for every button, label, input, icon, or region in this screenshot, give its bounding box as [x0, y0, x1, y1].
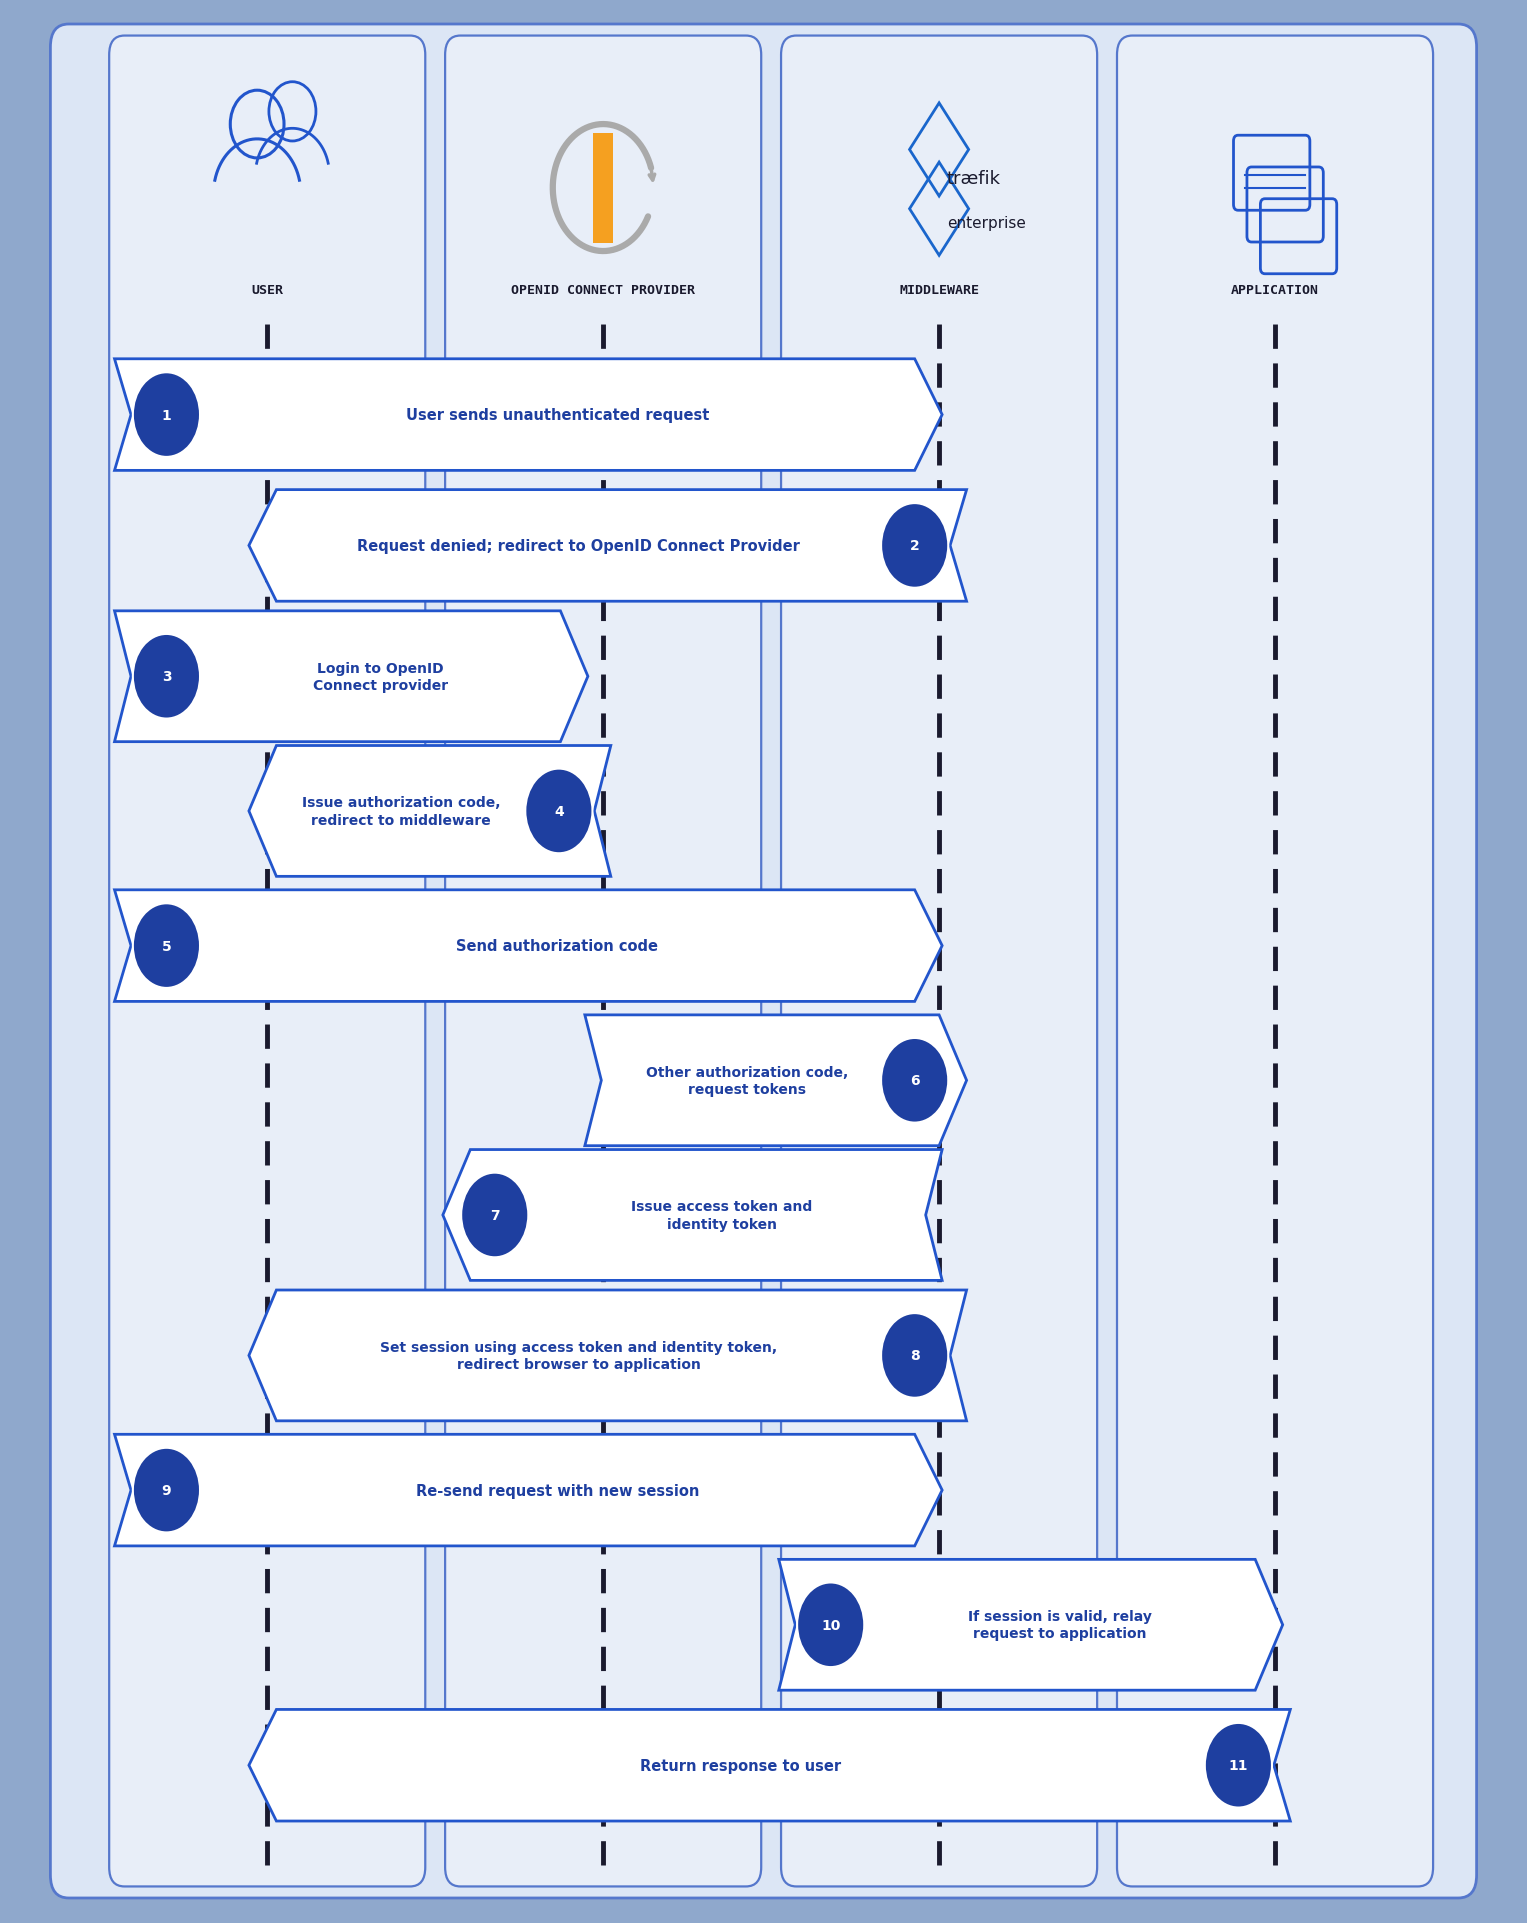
- Text: 1: 1: [162, 408, 171, 423]
- FancyBboxPatch shape: [780, 37, 1096, 1886]
- Circle shape: [881, 504, 948, 588]
- Circle shape: [525, 769, 592, 854]
- Circle shape: [881, 1038, 948, 1123]
- Text: 2: 2: [910, 538, 919, 554]
- FancyBboxPatch shape: [446, 37, 760, 1886]
- Polygon shape: [115, 890, 942, 1002]
- Text: 6: 6: [910, 1073, 919, 1088]
- Text: 9: 9: [162, 1483, 171, 1498]
- Text: Re-send request with new session: Re-send request with new session: [415, 1483, 699, 1498]
- Text: træfik: træfik: [947, 169, 1000, 188]
- Text: Set session using access token and identity token,
redirect browser to applicati: Set session using access token and ident…: [380, 1340, 777, 1371]
- Polygon shape: [115, 360, 942, 471]
- Polygon shape: [115, 1435, 942, 1546]
- Bar: [592, 133, 614, 244]
- Polygon shape: [585, 1015, 967, 1146]
- Circle shape: [133, 373, 200, 458]
- Text: 4: 4: [554, 804, 563, 819]
- Text: MIDDLEWARE: MIDDLEWARE: [899, 285, 979, 296]
- Text: Issue authorization code,
redirect to middleware: Issue authorization code, redirect to mi…: [302, 796, 499, 827]
- Text: User sends unauthenticated request: User sends unauthenticated request: [406, 408, 709, 423]
- Polygon shape: [249, 1290, 967, 1421]
- Polygon shape: [115, 612, 588, 742]
- Text: Other authorization code,
request tokens: Other authorization code, request tokens: [646, 1065, 847, 1096]
- Circle shape: [133, 635, 200, 719]
- Text: 3: 3: [162, 669, 171, 685]
- Text: 8: 8: [910, 1348, 919, 1363]
- Polygon shape: [779, 1560, 1283, 1690]
- Text: If session is valid, relay
request to application: If session is valid, relay request to ap…: [968, 1610, 1151, 1640]
- Text: enterprise: enterprise: [947, 215, 1026, 231]
- Circle shape: [797, 1583, 864, 1667]
- Text: Return response to user: Return response to user: [640, 1758, 841, 1773]
- FancyBboxPatch shape: [50, 25, 1477, 1898]
- Text: 5: 5: [162, 938, 171, 954]
- Text: USER: USER: [252, 285, 282, 296]
- Circle shape: [133, 904, 200, 988]
- Circle shape: [1205, 1723, 1272, 1808]
- Text: 10: 10: [822, 1617, 840, 1633]
- Circle shape: [881, 1313, 948, 1398]
- Circle shape: [133, 1448, 200, 1533]
- Polygon shape: [443, 1150, 942, 1281]
- Circle shape: [461, 1173, 528, 1258]
- Polygon shape: [249, 1710, 1290, 1821]
- Text: 11: 11: [1229, 1758, 1248, 1773]
- Text: APPLICATION: APPLICATION: [1231, 285, 1319, 296]
- Text: 7: 7: [490, 1208, 499, 1223]
- FancyBboxPatch shape: [1116, 37, 1432, 1886]
- Text: Request denied; redirect to OpenID Connect Provider: Request denied; redirect to OpenID Conne…: [357, 538, 800, 554]
- Text: Issue access token and
identity token: Issue access token and identity token: [631, 1200, 812, 1231]
- Text: OPENID CONNECT PROVIDER: OPENID CONNECT PROVIDER: [512, 285, 695, 296]
- Text: Send authorization code: Send authorization code: [457, 938, 658, 954]
- Polygon shape: [249, 746, 611, 877]
- Text: Login to OpenID
Connect provider: Login to OpenID Connect provider: [313, 662, 447, 692]
- FancyBboxPatch shape: [110, 37, 425, 1886]
- Polygon shape: [249, 490, 967, 602]
